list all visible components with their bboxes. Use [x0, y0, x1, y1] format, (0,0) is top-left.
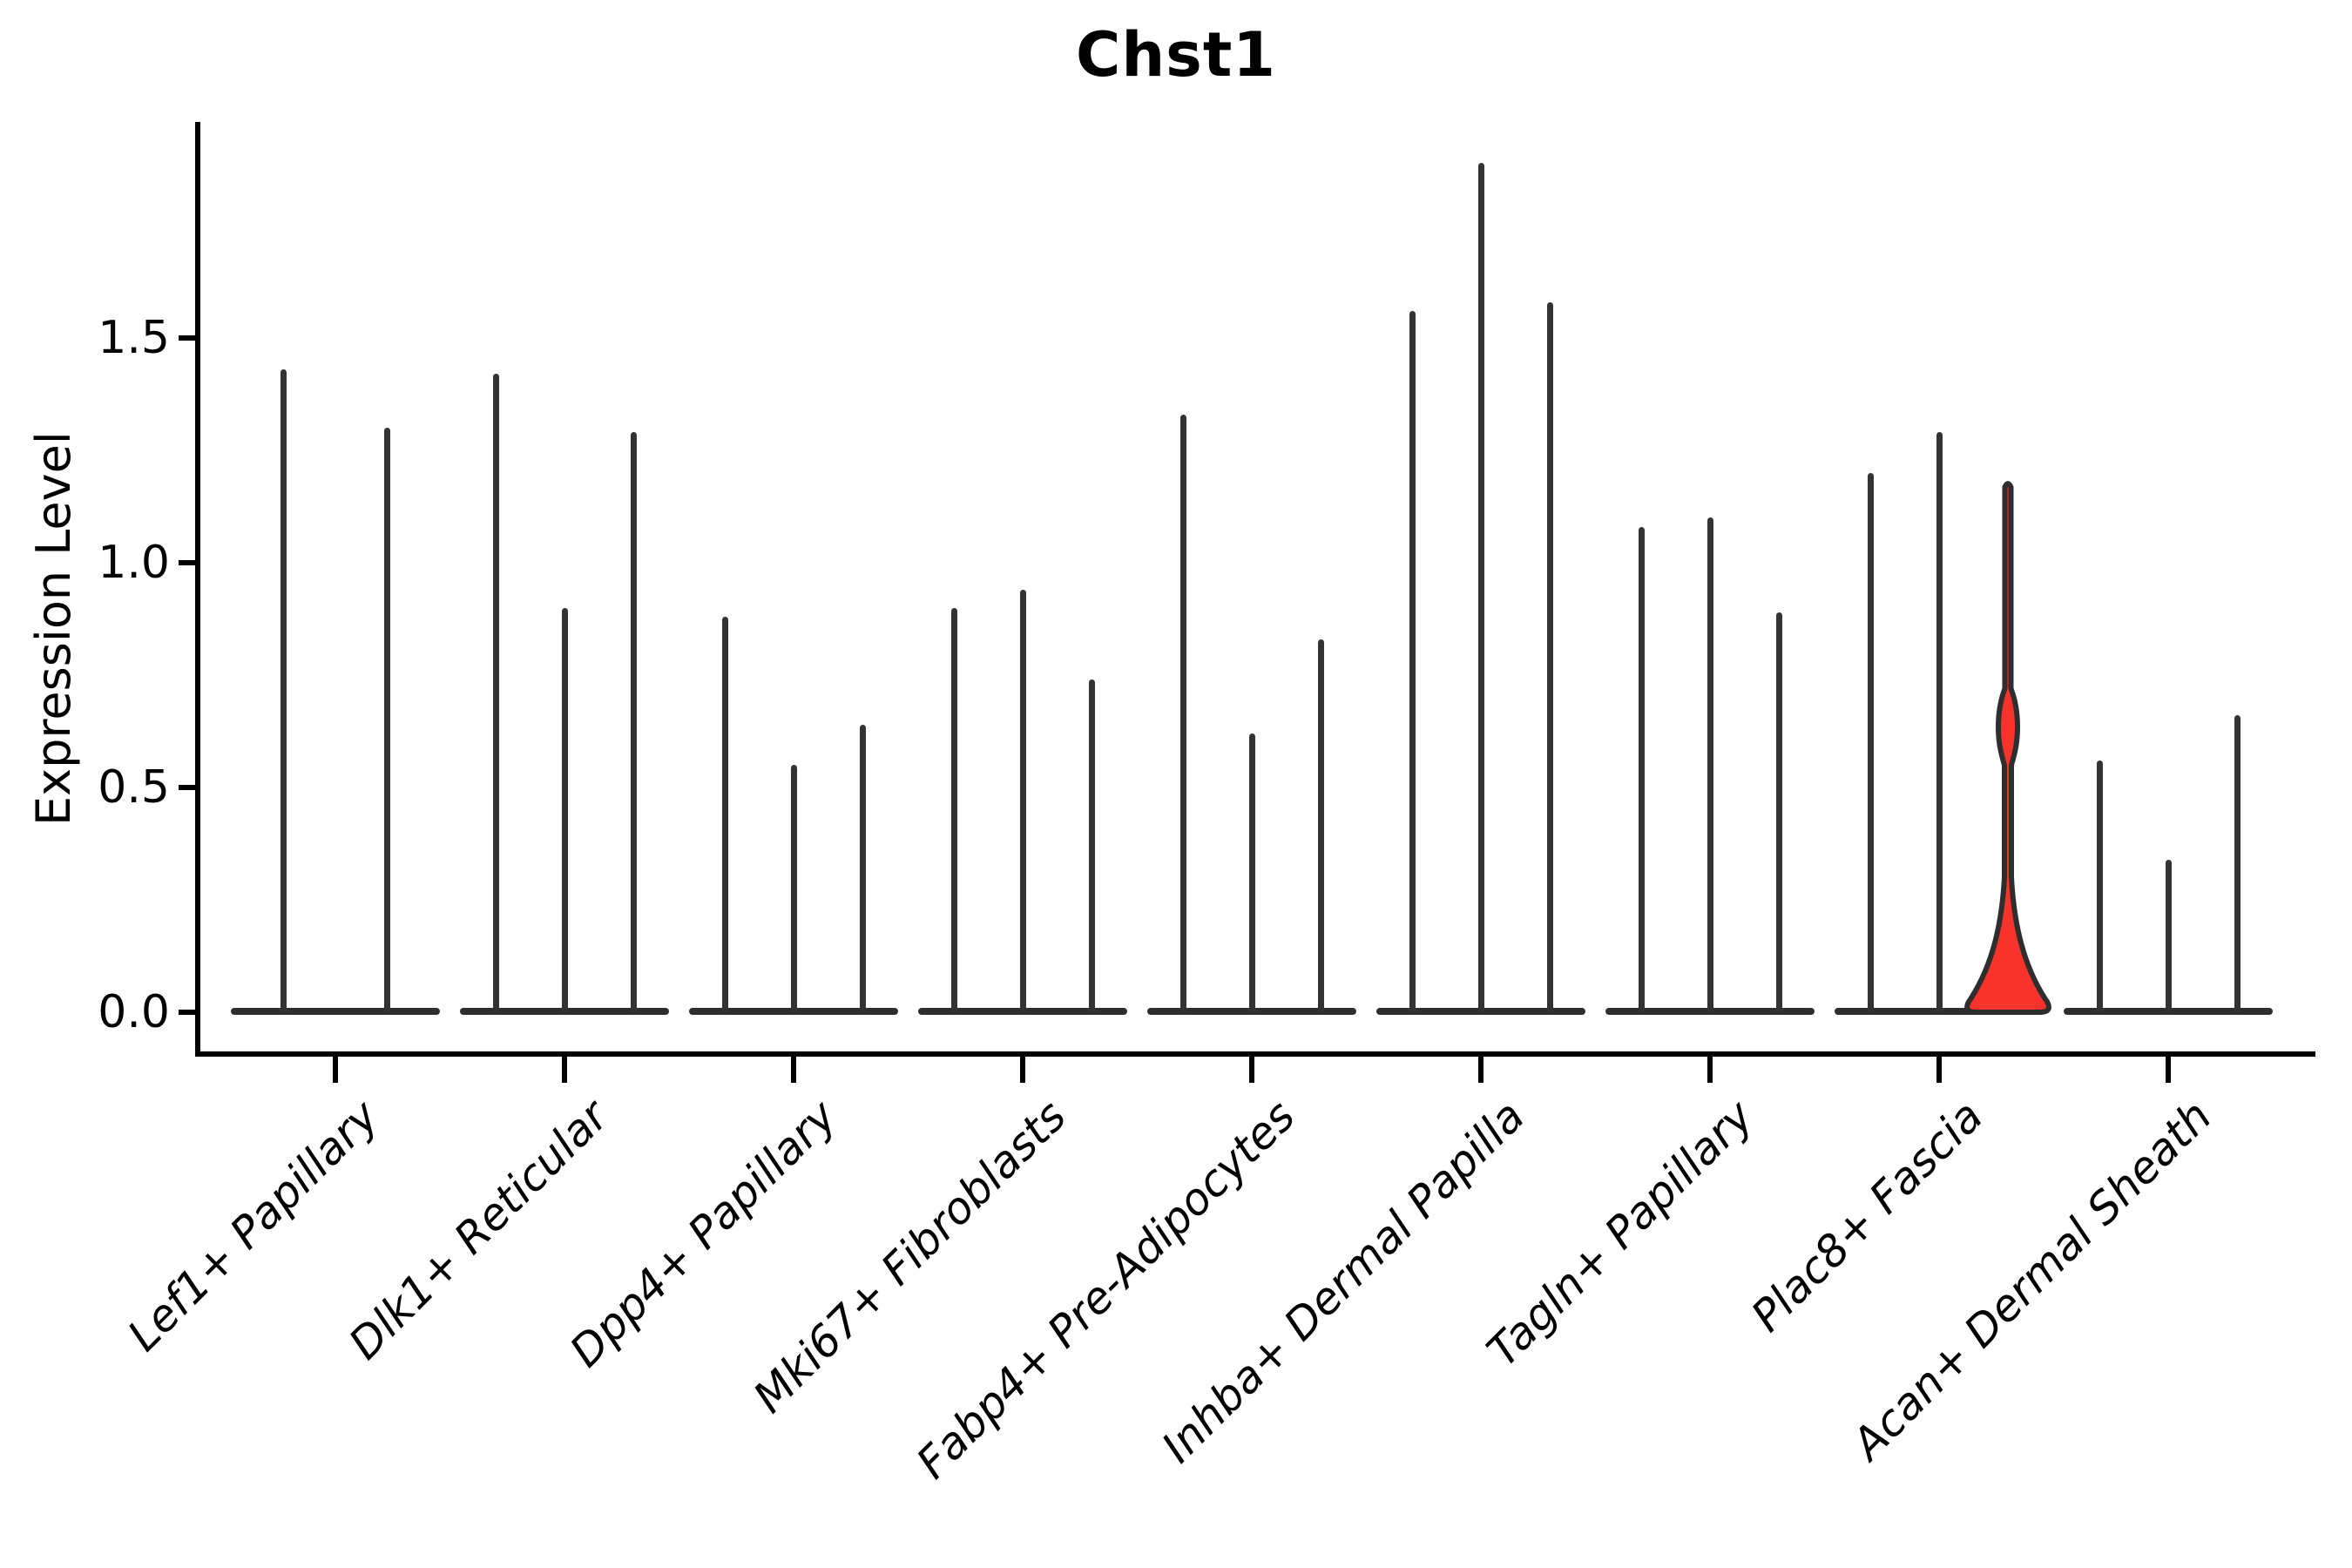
y-tick-label: 0.5 — [98, 761, 170, 814]
violin-spike — [790, 765, 797, 1012]
chart-title: Chst1 — [1075, 19, 1277, 91]
violin-spike — [1638, 526, 1645, 1012]
x-tick-mark — [562, 1057, 567, 1083]
violin-spike — [280, 369, 287, 1012]
violin-spike — [1248, 733, 1255, 1012]
x-tick-mark — [1707, 1057, 1713, 1083]
y-tick-label: 0.0 — [98, 986, 170, 1038]
violin-spike — [383, 428, 390, 1012]
violin-spike — [492, 374, 499, 1012]
x-tick-mark — [1478, 1057, 1484, 1083]
violin-spike — [2096, 760, 2103, 1012]
violin-spike — [1546, 301, 1553, 1012]
x-tick-label: Fabp4+ Pre-Adipocytes — [907, 1091, 1306, 1489]
violin-baseline — [231, 1008, 440, 1015]
y-tick-mark — [179, 785, 198, 790]
violin-spike — [1179, 414, 1186, 1012]
violin-spike — [1088, 679, 1095, 1012]
x-tick-mark — [1020, 1057, 1025, 1083]
violin-spike — [561, 607, 568, 1012]
y-tick-label: 1.0 — [98, 537, 170, 589]
y-axis-spine — [195, 122, 200, 1057]
x-tick-mark — [2166, 1057, 2171, 1083]
x-tick-mark — [1936, 1057, 1942, 1083]
violin-spike — [1019, 589, 1026, 1012]
violin-spike — [630, 432, 637, 1012]
violin-spike — [1409, 311, 1416, 1012]
highlighted-violin — [1964, 481, 2051, 1015]
violin-spike — [1936, 432, 1943, 1012]
x-tick-label: Plac8+ Fascia — [1741, 1091, 1993, 1342]
violin-spike — [2234, 715, 2240, 1012]
violin-spike — [859, 724, 866, 1012]
y-tick-mark — [179, 1010, 198, 1015]
violin-spike — [1707, 517, 1713, 1012]
violin-spike — [1317, 639, 1324, 1012]
x-axis-spine — [195, 1051, 2315, 1057]
violin-spike — [721, 616, 728, 1012]
x-tick-label: Lef1+ Papillary — [118, 1091, 389, 1362]
x-tick-mark — [1249, 1057, 1254, 1083]
y-tick-mark — [179, 560, 198, 565]
y-tick-mark — [179, 335, 198, 341]
violin-spike — [1477, 162, 1484, 1012]
violin-spike — [2165, 859, 2172, 1012]
violin-spike — [950, 607, 957, 1012]
violin-spike — [1867, 472, 1874, 1012]
x-tick-mark — [333, 1057, 338, 1083]
x-tick-label: Inhba+ Dermal Papilla — [1152, 1091, 1535, 1473]
x-tick-mark — [791, 1057, 796, 1083]
violin-spike — [1775, 612, 1782, 1012]
y-tick-label: 1.5 — [98, 312, 170, 364]
